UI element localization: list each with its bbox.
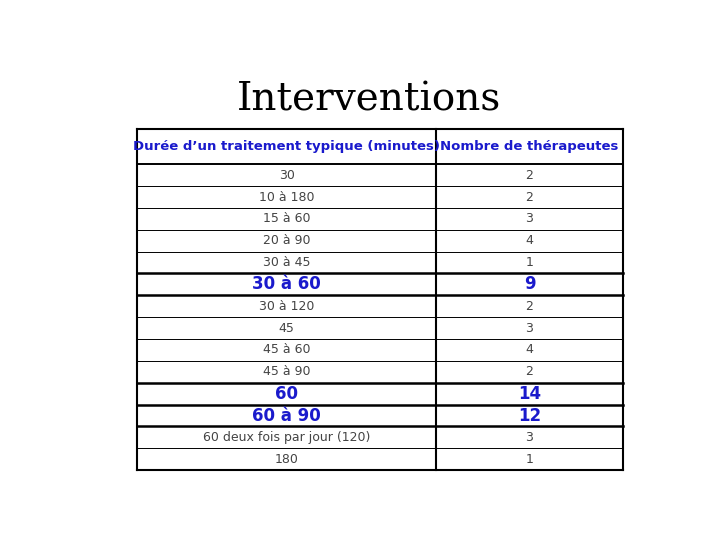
Text: 1: 1 bbox=[526, 453, 534, 466]
Text: 60 à 90: 60 à 90 bbox=[252, 407, 321, 424]
Text: 9: 9 bbox=[523, 275, 535, 293]
Text: 60: 60 bbox=[275, 384, 298, 403]
Text: 20 à 90: 20 à 90 bbox=[263, 234, 310, 247]
Text: 10 à 180: 10 à 180 bbox=[259, 191, 315, 204]
Text: Interventions: Interventions bbox=[237, 82, 501, 118]
Text: 3: 3 bbox=[526, 212, 534, 225]
Text: 30 à 120: 30 à 120 bbox=[259, 300, 315, 313]
Text: 12: 12 bbox=[518, 407, 541, 424]
Text: 14: 14 bbox=[518, 384, 541, 403]
Text: 2: 2 bbox=[526, 366, 534, 379]
Text: 1: 1 bbox=[526, 256, 534, 269]
Text: 3: 3 bbox=[526, 322, 534, 335]
Text: 45 à 60: 45 à 60 bbox=[263, 343, 310, 356]
Text: 2: 2 bbox=[526, 168, 534, 181]
Text: Nombre de thérapeutes: Nombre de thérapeutes bbox=[440, 140, 618, 153]
Text: 15 à 60: 15 à 60 bbox=[263, 212, 310, 225]
Text: 45 à 90: 45 à 90 bbox=[263, 366, 310, 379]
Text: 30 à 45: 30 à 45 bbox=[263, 256, 310, 269]
Text: 30 à 60: 30 à 60 bbox=[252, 275, 321, 293]
Text: 45: 45 bbox=[279, 322, 294, 335]
Text: 2: 2 bbox=[526, 191, 534, 204]
Text: Durée d’un traitement typique (minutes): Durée d’un traitement typique (minutes) bbox=[133, 140, 440, 153]
Text: 30: 30 bbox=[279, 168, 294, 181]
Text: 2: 2 bbox=[526, 300, 534, 313]
Text: 60 deux fois par jour (120): 60 deux fois par jour (120) bbox=[203, 431, 370, 444]
Text: 3: 3 bbox=[526, 431, 534, 444]
Text: 4: 4 bbox=[526, 343, 534, 356]
Text: 4: 4 bbox=[526, 234, 534, 247]
Text: 180: 180 bbox=[275, 453, 299, 466]
